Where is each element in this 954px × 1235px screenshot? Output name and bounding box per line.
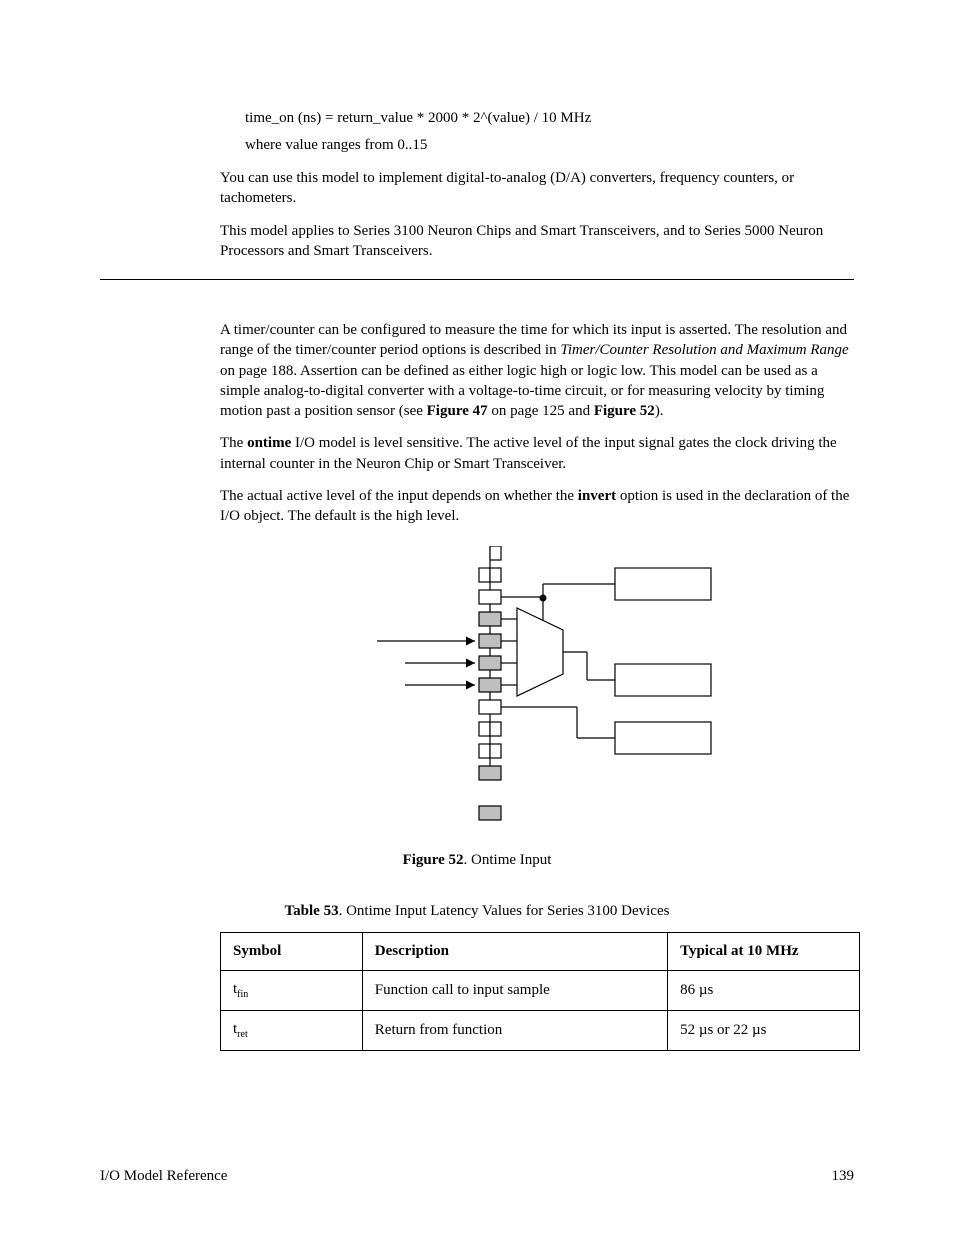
cell-typical: 52 µs or 22 µs	[668, 1011, 860, 1051]
para3-bold1: Figure 47	[427, 403, 488, 419]
figure-52-caption-rest: . Ontime Input	[464, 852, 552, 868]
footer-right: 139	[832, 1168, 855, 1185]
figure-52-caption-bold: Figure 52	[403, 852, 464, 868]
paragraph-1: You can use this model to implement digi…	[220, 168, 854, 209]
table-53-caption-rest: . Ontime Input Latency Values for Series…	[339, 903, 670, 919]
formula-text: time_on (ns) = return_value * 2000 * 2^(…	[245, 110, 854, 127]
where-text: where value ranges from 0..15	[245, 137, 854, 154]
table-header-row: Symbol Description Typical at 10 MHz	[221, 933, 860, 971]
cell-description: Function call to input sample	[362, 971, 667, 1011]
para4-bold: ontime	[247, 435, 291, 451]
th-description: Description	[362, 933, 667, 971]
paragraph-4: The ontime I/O model is level sensitive.…	[220, 433, 854, 474]
table-row: tfinFunction call to input sample86 µs	[221, 971, 860, 1011]
cell-typical: 86 µs	[668, 971, 860, 1011]
para5-a: The actual active level of the input dep…	[220, 488, 578, 504]
table-53-caption-bold: Table 53	[285, 903, 339, 919]
paragraph-3: A timer/counter can be configured to mea…	[220, 320, 854, 421]
th-symbol: Symbol	[221, 933, 363, 971]
para4-a: The	[220, 435, 247, 451]
para4-b: I/O model is level sensitive. The active…	[220, 435, 837, 471]
figure-52-diagram	[220, 546, 854, 836]
para3-bold2: Figure 52	[594, 403, 655, 419]
footer-left: I/O Model Reference	[100, 1168, 227, 1185]
table-53-caption: Table 53. Ontime Input Latency Values fo…	[100, 903, 854, 920]
para5-bold: invert	[578, 488, 616, 504]
cell-description: Return from function	[362, 1011, 667, 1051]
latency-table: Symbol Description Typical at 10 MHz tfi…	[220, 932, 860, 1051]
para3-italic: Timer/Counter Resolution and Maximum Ran…	[560, 342, 848, 358]
para3-c: on page 125 and	[488, 403, 594, 419]
cell-symbol: tret	[221, 1011, 363, 1051]
para3-d: ).	[655, 403, 664, 419]
paragraph-2: This model applies to Series 3100 Neuron…	[220, 221, 854, 262]
table-row: tretReturn from function52 µs or 22 µs	[221, 1011, 860, 1051]
paragraph-5: The actual active level of the input dep…	[220, 486, 854, 527]
th-typical: Typical at 10 MHz	[668, 933, 860, 971]
page-footer: I/O Model Reference 139	[100, 1168, 854, 1185]
figure-52-caption: Figure 52. Ontime Input	[100, 852, 854, 869]
cell-symbol: tfin	[221, 971, 363, 1011]
section-divider	[100, 279, 854, 280]
